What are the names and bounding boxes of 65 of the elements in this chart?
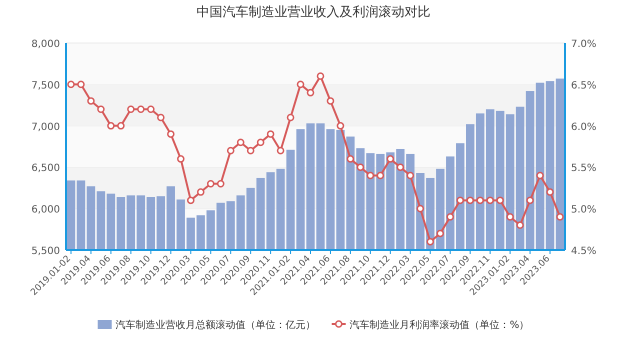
y-tick-label: 6,500 <box>31 163 60 174</box>
point <box>556 213 564 221</box>
legend-label: 汽车制造业月利润率滚动值（单位：%） <box>350 319 530 331</box>
point <box>316 72 324 80</box>
chart-title: 中国汽车制造业营业收入及利润滚动对比 <box>196 5 430 20</box>
point <box>107 122 115 130</box>
point <box>516 221 524 229</box>
point <box>236 138 244 146</box>
point <box>216 180 224 188</box>
y2-tick-label: 4.5% <box>571 246 596 257</box>
point <box>406 172 414 180</box>
legend-label: 汽车制造业营收月总额滚动值（单位：亿元） <box>116 319 316 331</box>
point <box>466 196 474 204</box>
point <box>97 105 105 113</box>
y2-tick-label: 5.0% <box>571 204 596 216</box>
point <box>326 97 334 105</box>
point <box>376 172 384 180</box>
point <box>386 155 394 163</box>
y-tick-label: 7,000 <box>31 122 60 133</box>
point <box>157 114 165 122</box>
point <box>286 114 294 122</box>
point <box>506 213 514 221</box>
point <box>356 163 364 171</box>
point <box>436 230 444 238</box>
point <box>77 80 85 88</box>
point <box>426 238 434 246</box>
point <box>266 130 274 138</box>
point <box>396 163 404 171</box>
point <box>306 88 314 96</box>
y-tick-label: 6,000 <box>31 204 60 216</box>
point <box>187 196 194 204</box>
point <box>147 105 155 113</box>
point <box>127 105 135 113</box>
point <box>336 122 344 130</box>
point <box>456 196 464 204</box>
y2-tick-label: 6.5% <box>571 80 596 92</box>
point <box>476 196 484 204</box>
point <box>496 196 504 204</box>
point <box>117 122 125 130</box>
point <box>446 213 454 221</box>
point <box>206 180 214 188</box>
point <box>546 188 554 196</box>
y2-tick-label: 6.0% <box>571 122 596 133</box>
point <box>67 80 75 88</box>
point <box>416 204 424 212</box>
point <box>536 172 544 180</box>
point <box>177 155 185 163</box>
y-tick-label: 8,000 <box>31 39 60 50</box>
point <box>296 80 304 88</box>
point <box>137 105 145 113</box>
point <box>246 146 254 154</box>
point <box>346 155 354 163</box>
point <box>256 138 264 146</box>
point <box>226 146 234 154</box>
y2-tick-label: 7.0% <box>571 39 596 50</box>
point <box>87 97 95 105</box>
point <box>196 188 204 196</box>
point <box>366 172 374 180</box>
point <box>526 196 534 204</box>
point <box>486 196 494 204</box>
y-tick-label: 5,500 <box>31 246 60 257</box>
point <box>167 130 175 138</box>
y-tick-label: 7,500 <box>31 80 60 92</box>
point <box>276 146 284 154</box>
y2-tick-label: 5.5% <box>571 163 596 174</box>
